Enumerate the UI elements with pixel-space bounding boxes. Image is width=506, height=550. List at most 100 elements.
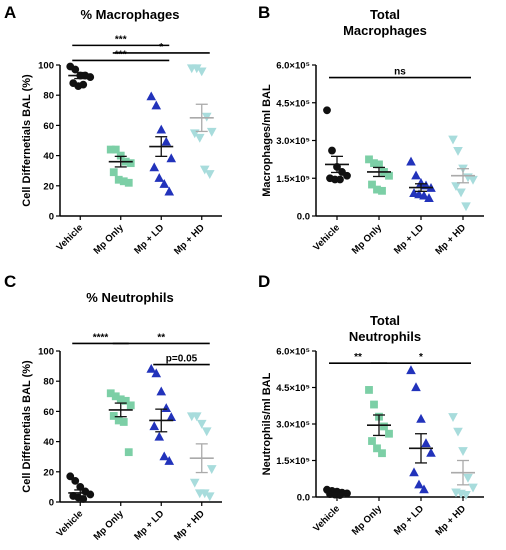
- series-mp-hd: [448, 135, 478, 212]
- data-point: [378, 449, 386, 458]
- series-mp-hd: [186, 64, 217, 179]
- data-point: [164, 455, 175, 465]
- x-tick-label: Mp Only: [92, 222, 127, 257]
- panel-letter: D: [258, 272, 270, 291]
- data-point: [375, 160, 383, 169]
- significance-label: **: [354, 352, 362, 363]
- data-point: [451, 182, 461, 192]
- data-point: [204, 492, 215, 502]
- y-tick-label: 20: [43, 181, 54, 192]
- panel-title: % Macrophages: [81, 7, 180, 22]
- y-tick-label: 4.5×10⁵: [276, 98, 310, 109]
- significance-label: **: [157, 332, 165, 343]
- data-point: [368, 180, 376, 189]
- data-point: [189, 478, 200, 488]
- significance-label: ns: [394, 67, 406, 78]
- y-tick-label: 4.5×10⁵: [276, 383, 310, 394]
- data-point: [406, 365, 416, 375]
- x-tick-label: Mp + HD: [433, 503, 468, 538]
- data-point: [448, 135, 458, 145]
- data-point: [419, 190, 429, 200]
- significance-label: *: [159, 42, 163, 53]
- data-point: [463, 473, 473, 483]
- y-tick-label: 100: [38, 347, 54, 358]
- data-point: [154, 431, 165, 441]
- series-mp-ld: [146, 91, 177, 196]
- data-point: [365, 386, 373, 394]
- x-tick-label: Mp + LD: [392, 222, 426, 256]
- y-axis-label: Macrophages/ml BAL: [261, 84, 273, 197]
- x-tick-label: Mp + HD: [172, 508, 207, 543]
- significance-label: ****: [93, 332, 109, 343]
- series-mp-hd: [448, 413, 478, 500]
- series-vehicle: [66, 62, 95, 91]
- y-tick-label: 3.0×10⁵: [276, 420, 310, 431]
- series-mp-only: [106, 389, 135, 457]
- x-tick-label: Mp Only: [350, 503, 385, 538]
- data-point: [166, 412, 177, 422]
- y-tick-label: 1.5×10⁵: [276, 174, 310, 185]
- data-point: [406, 156, 416, 166]
- data-point: [109, 168, 118, 177]
- data-point: [126, 159, 135, 168]
- y-tick-label: 3.0×10⁵: [276, 136, 310, 147]
- x-tick-label: Mp + LD: [132, 222, 166, 256]
- data-point: [426, 447, 436, 457]
- data-point: [146, 91, 157, 101]
- data-point: [373, 444, 381, 453]
- data-point: [461, 202, 471, 212]
- x-tick-label: Mp + LD: [392, 503, 426, 537]
- data-point: [419, 484, 429, 494]
- data-point: [79, 80, 88, 89]
- data-point: [204, 170, 215, 179]
- data-point: [448, 413, 458, 422]
- x-tick-label: Mp Only: [92, 508, 127, 543]
- data-point: [149, 162, 160, 172]
- data-point: [323, 106, 331, 115]
- panel-c: C % Neutrophils 0 20 40 60 80 100 Cell Differnet…: [4, 272, 222, 543]
- data-point: [79, 495, 88, 503]
- data-point: [196, 419, 207, 429]
- x-tick-label: Mp Only: [350, 222, 385, 257]
- data-point: [109, 412, 118, 420]
- panel-letter: C: [4, 272, 16, 291]
- significance-label: p=0.05: [166, 354, 198, 365]
- y-tick-label: 80: [43, 377, 54, 388]
- data-point: [124, 448, 133, 457]
- series-vehicle: [323, 106, 351, 184]
- panel-letter: B: [258, 3, 270, 22]
- data-point: [411, 382, 421, 392]
- data-point: [370, 400, 378, 409]
- data-point: [336, 175, 344, 184]
- data-point: [385, 429, 393, 438]
- data-point: [201, 112, 212, 122]
- data-point: [164, 186, 175, 196]
- data-point: [159, 179, 170, 188]
- data-point: [380, 422, 388, 431]
- data-point: [126, 401, 135, 410]
- data-point: [166, 153, 177, 163]
- y-tick-label: 0.0: [297, 493, 310, 504]
- series-mp-ld: [406, 156, 436, 202]
- data-point: [461, 490, 471, 500]
- series-mp-ld: [146, 363, 177, 465]
- data-point: [409, 188, 419, 197]
- data-point: [468, 175, 478, 185]
- panel-title: Total: [370, 7, 400, 22]
- data-point: [196, 67, 207, 77]
- series-mp-only: [365, 386, 393, 458]
- data-point: [161, 403, 172, 412]
- panel-title: % Neutrophils: [86, 290, 173, 305]
- panel-letter: A: [4, 3, 16, 22]
- y-axis-label: Neutrophils/ml BAL: [261, 372, 273, 475]
- data-point: [151, 100, 162, 110]
- data-point: [409, 467, 419, 477]
- y-tick-label: 1.5×10⁵: [276, 456, 310, 467]
- data-point: [146, 363, 157, 373]
- data-point: [191, 412, 202, 422]
- x-tick-label: Mp + LD: [132, 508, 166, 542]
- y-tick-label: 80: [43, 91, 54, 102]
- data-point: [119, 418, 128, 426]
